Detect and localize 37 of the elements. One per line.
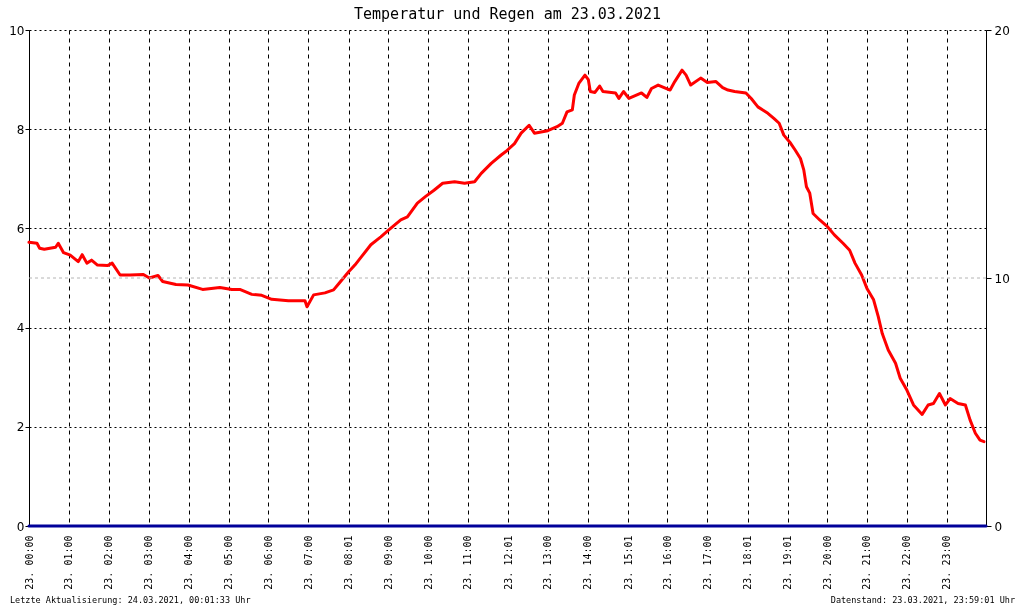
- chart-title: Temperatur und Regen am 23.03.2021: [353, 5, 662, 23]
- x-tick-label: 23. 12:01: [503, 535, 514, 590]
- x-tick-label: 23. 15:01: [622, 535, 634, 590]
- text: Letzte Aktualisierung: 24.03.2021, 00:01:33 Uhr: [10, 595, 251, 605]
- x-tick-label: 23. 18:01: [742, 535, 754, 590]
- x-tick-label: 23. 17:00: [701, 535, 713, 590]
- x-tick-label: 23. 14:00: [582, 535, 594, 590]
- x-tick-label: 23. 21:00: [861, 535, 873, 590]
- x-tick-label: 23. 00:00: [23, 535, 35, 590]
- x-tick-label: 23. 23:00: [941, 535, 953, 590]
- y-tick-label: 6: [16, 221, 25, 236]
- x-tick-label: 23. 01:00: [63, 535, 75, 590]
- x-tick-label: 23. 22:00: [901, 535, 913, 590]
- x-tick-label: 23. 04:00: [183, 535, 195, 590]
- x-tick-label: 23. 13:00: [542, 535, 554, 590]
- x-tick-label: 23. 20:00: [821, 535, 833, 590]
- x-tick-label: 23. 08:01: [343, 535, 355, 590]
- x-tick-label: 23. 16:00: [661, 535, 673, 590]
- x-tick-label: 23. 07:00: [302, 535, 314, 590]
- x-tick-label: 23. 02:00: [103, 535, 115, 590]
- y-tick-label: 10: [9, 23, 25, 38]
- y-tick-label: 4: [16, 321, 25, 336]
- y2-tick-label: 20: [994, 23, 1010, 38]
- x-tick-label: 23. 05:00: [223, 535, 235, 590]
- x-tick-label: 23. 06:00: [262, 535, 274, 590]
- y2-tick-label: 0: [994, 519, 1003, 534]
- x-tick-label: 23. 09:00: [382, 535, 394, 590]
- y2-tick-label: 10: [994, 271, 1010, 286]
- x-tick-label: 23. 11:00: [462, 535, 474, 590]
- text: Datenstand: 23.03.2021, 23:59:01 Uhr: [830, 595, 1015, 605]
- x-tick-label: 23. 03:00: [143, 535, 155, 590]
- y-tick-label: 2: [16, 420, 25, 435]
- line-series: [27, 68, 986, 444]
- x-tick-label: 23. 10:00: [422, 535, 434, 590]
- y-tick-label: 8: [16, 122, 25, 137]
- x-tick-label: 23. 19:01: [782, 535, 794, 590]
- y-tick-label: 0: [16, 519, 25, 534]
